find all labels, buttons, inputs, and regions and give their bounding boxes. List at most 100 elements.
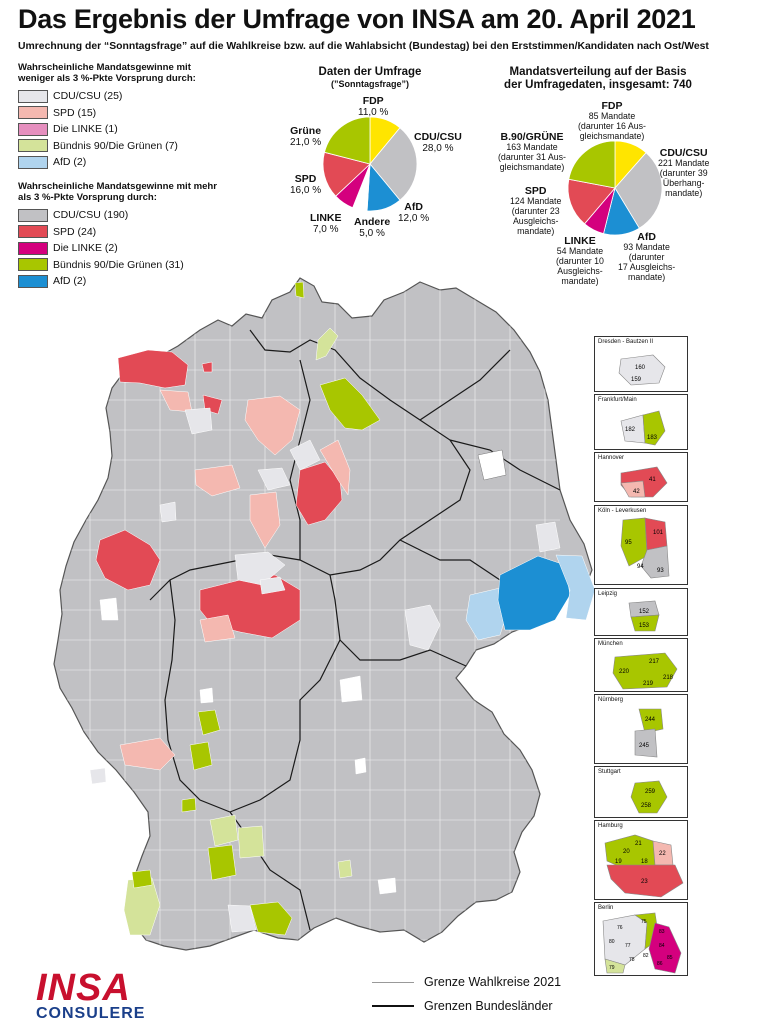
seats-label-spd: SPD 124 Mandate (darunter 23 Ausgleichs-… (510, 185, 562, 236)
svg-text:159: 159 (631, 377, 642, 383)
survey-label-gruene: Grüne 21,0 % (290, 125, 322, 149)
legend-item: SPD (24) (18, 224, 228, 241)
survey-pie-slice-6 (323, 116, 371, 165)
legend-label: Die LINKE (2) (53, 242, 118, 255)
inset-hannover: Hannover 41 42 (594, 452, 688, 502)
legend-label: Grenzen Bundesländer (424, 999, 553, 1013)
svg-text:23: 23 (641, 879, 648, 885)
seats-label-afd: AfD 93 Mandate (darunter 17 Ausgleichs- … (618, 231, 676, 282)
survey-label-andere: Andere 5,0 % (354, 216, 391, 240)
survey-label-linke: LINKE 7,0 % (310, 212, 342, 236)
inset-berlin: Berlin 79 76 75 80 77 83 84 85 86 82 78 (594, 902, 688, 976)
svg-text:182: 182 (625, 427, 636, 433)
legend-item: Bündnis 90/Die Grünen (7) (18, 138, 228, 155)
svg-text:245: 245 (639, 743, 650, 749)
inset-leipzig: Leipzig 152 153 (594, 588, 688, 636)
svg-text:218: 218 (663, 675, 674, 681)
legend-swatch (18, 241, 48, 255)
svg-text:101: 101 (653, 530, 664, 536)
seats-pie-slice-5 (568, 140, 616, 189)
svg-text:83: 83 (659, 929, 665, 935)
svg-text:160: 160 (635, 365, 646, 371)
legend-swatch (18, 106, 48, 120)
legend-item: AfD (2) (18, 273, 228, 290)
svg-text:79: 79 (609, 965, 615, 971)
svg-text:94: 94 (637, 564, 644, 570)
page-title: Das Ergebnis der Umfrage von INSA am 20.… (18, 4, 696, 34)
svg-text:42: 42 (633, 489, 640, 495)
logo-sub: CONSULERE (36, 1005, 146, 1022)
seats-label-linke: LINKE 54 Mandate (darunter 10 Ausgleichs… (556, 235, 604, 286)
insa-logo: INSA CONSULERE (36, 969, 146, 1022)
legend-label: AfD (2) (53, 156, 87, 169)
svg-text:220: 220 (619, 669, 630, 675)
legend-label: SPD (24) (53, 225, 97, 238)
survey-pie-slice-5 (322, 151, 371, 197)
legend-item-states: Grenzen Bundesländer (372, 994, 561, 1018)
legend-item: CDU/CSU (190) (18, 207, 228, 224)
legend-swatch (18, 225, 48, 239)
inset-koeln: Köln - Leverkusen 101 95 94 93 (594, 505, 688, 585)
svg-text:18: 18 (641, 859, 648, 865)
svg-text:21: 21 (635, 841, 642, 847)
legend-swatch (18, 274, 48, 288)
svg-text:258: 258 (641, 803, 652, 809)
survey-pie-title-block: Daten der Umfrage (”Sonntagsfrage”) (290, 66, 450, 89)
inset-muenchen: München 217 220 218 219 (594, 638, 688, 692)
legend-strong-heading: Wahrscheinliche Mandatsgewinne mit mehr … (18, 181, 218, 203)
legend-swatch (18, 258, 48, 272)
legend-item: CDU/CSU (25) (18, 88, 228, 105)
survey-pie-title: Daten der Umfrage (318, 66, 422, 78)
svg-text:93: 93 (657, 568, 664, 574)
svg-text:41: 41 (649, 477, 656, 483)
legend-label: Bündnis 90/Die Grünen (31) (53, 258, 184, 271)
survey-pie-slice-1 (369, 127, 418, 201)
state-line-sample (372, 1005, 414, 1007)
svg-text:75: 75 (641, 919, 647, 925)
inset-stuttgart: Stuttgart 259 258 (594, 766, 688, 818)
seats-pie-title-1: Mandatsverteilung auf der Basis (509, 66, 687, 78)
seats-pie-title-2: der Umfragedaten, insgesamt: 740 (504, 79, 692, 91)
inset-nuernberg: Nürnberg 244 245 (594, 694, 688, 764)
svg-text:259: 259 (645, 789, 656, 795)
legend-label: Grenze Wahlkreise 2021 (424, 975, 562, 989)
legend-label: CDU/CSU (25) (53, 90, 123, 103)
legend-label: Bündnis 90/Die Grünen (7) (53, 139, 178, 152)
svg-text:84: 84 (659, 943, 665, 949)
seats-label-fdp: FDP 85 Mandate (darunter 16 Aus- gleichs… (578, 100, 646, 141)
svg-text:76: 76 (617, 925, 623, 931)
party-regions (89, 281, 596, 936)
survey-label-afd: AfD 12,0 % (398, 201, 430, 225)
legend-weak-lead: Wahrscheinliche Mandatsgewinne mit wenig… (18, 62, 228, 171)
legend-label: AfD (2) (53, 275, 87, 288)
legend-label: SPD (15) (53, 106, 97, 119)
legend-item-districts: Grenze Wahlkreise 2021 (372, 970, 561, 994)
svg-text:217: 217 (649, 659, 660, 665)
svg-text:77: 77 (625, 943, 631, 949)
seats-label-cdu: CDU/CSU 221 Mandate (darunter 39 Überhan… (658, 147, 710, 198)
survey-label-fdp: FDP 11,0 % (358, 95, 389, 119)
page-subtitle: Umrechnung der “Sonntagsfrage” auf die W… (18, 41, 709, 52)
survey-label-spd: SPD 16,0 % (290, 173, 322, 197)
svg-text:153: 153 (639, 623, 650, 629)
legend-item: AfD (2) (18, 154, 228, 171)
survey-pie-subtitle: (”Sonntagsfrage”) (330, 79, 409, 89)
legend-swatch (18, 208, 48, 222)
svg-text:219: 219 (643, 681, 654, 687)
svg-text:20: 20 (623, 849, 630, 855)
inset-hamburg: Hamburg 21 20 22 19 18 23 (594, 820, 688, 900)
svg-text:183: 183 (647, 435, 658, 441)
svg-text:152: 152 (639, 609, 650, 615)
svg-text:22: 22 (659, 851, 666, 857)
legend-item: Die LINKE (2) (18, 240, 228, 257)
legend-label: Die LINKE (1) (53, 123, 118, 136)
legend-weak-heading: Wahrscheinliche Mandatsgewinne mit wenig… (18, 62, 196, 84)
inset-frankfurt: Frankfurt/Main 182 183 (594, 394, 688, 450)
svg-text:82: 82 (643, 953, 649, 959)
legend-swatch (18, 122, 48, 136)
svg-text:85: 85 (667, 955, 673, 961)
seats-pie-chart (567, 140, 663, 236)
legend-swatch (18, 155, 48, 169)
svg-text:95: 95 (625, 540, 632, 546)
